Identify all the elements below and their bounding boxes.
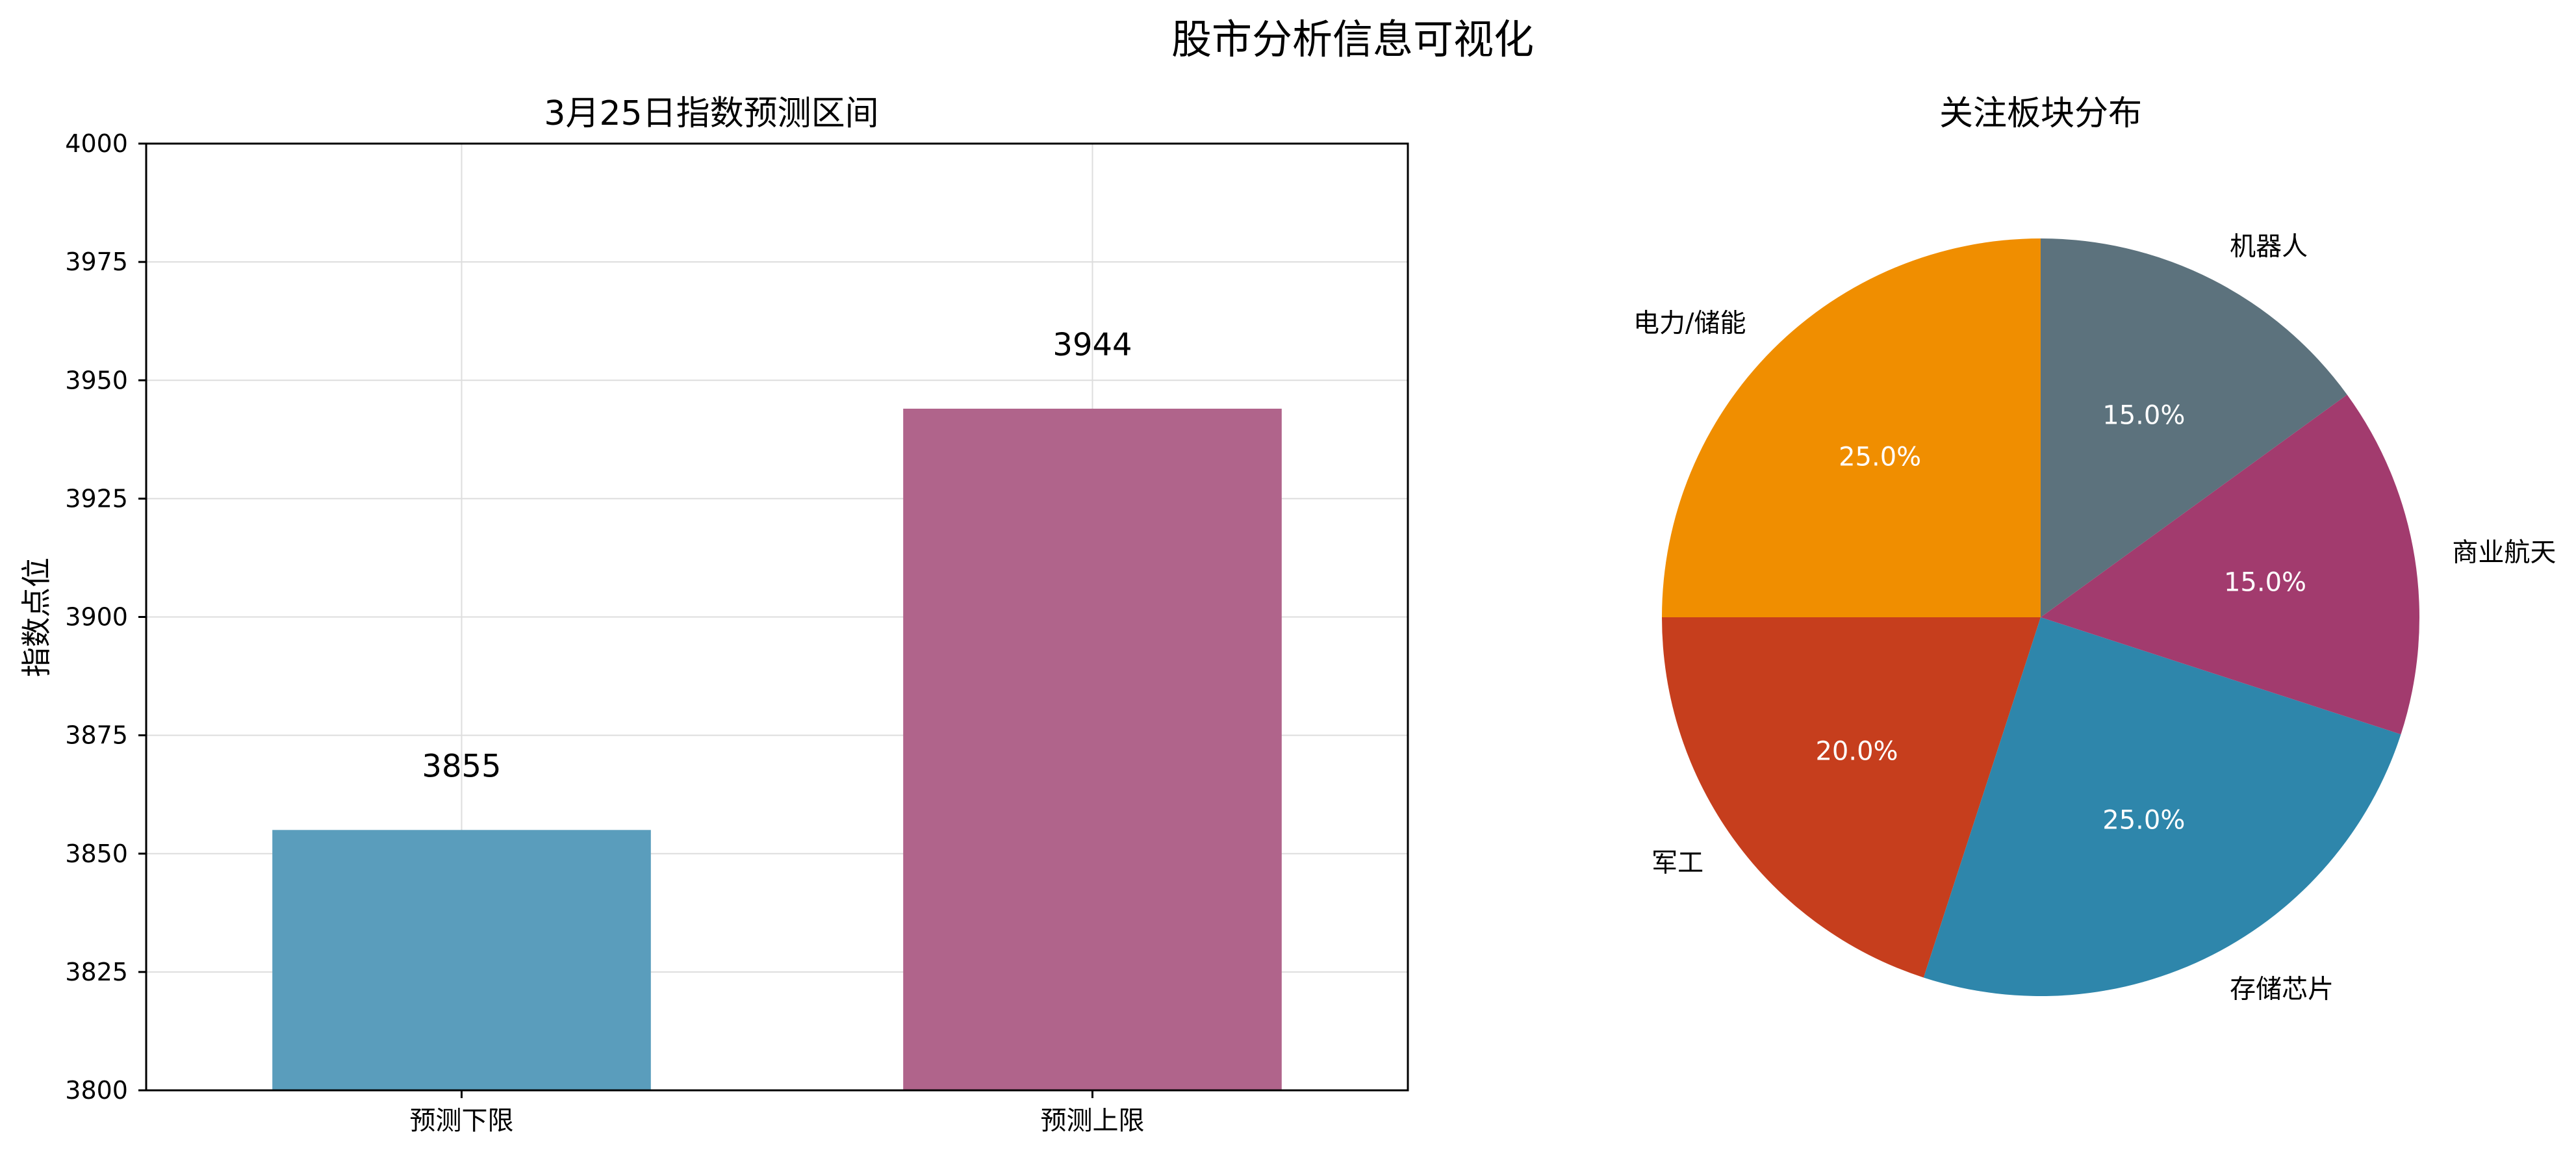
pie-slice [2041,238,2347,617]
y-axis-ticks: 3800 3825 3850 3875 3900 3925 3950 3975 4000 [65,129,146,1105]
y-tick-label: 3875 [65,721,128,750]
y-tick-label: 3925 [65,484,128,513]
pie-category-label: 商业航天 [2452,538,2556,568]
bar-chart-title: 3月25日指数预测区间 [544,94,878,133]
y-tick-label: 3975 [65,248,128,276]
pie-slices [1662,238,2419,996]
x-tick-label: 预测上限 [1041,1106,1145,1136]
plot-frame [145,142,1409,1092]
pie-category-label: 军工 [1651,848,1703,878]
bar [272,830,651,1090]
bar-series [272,408,1282,1091]
y-tick-label: 3825 [65,958,128,986]
pie-percent-label: 15.0% [2102,400,2185,430]
x-axis-ticks: 预测下限 预测上限 [410,1090,1145,1136]
pie-category-label: 电力/储能 [1633,309,1746,339]
pie-slice [1923,617,2401,996]
pie-category-label: 机器人 [2230,232,2308,262]
bar-value-labels: 3855 3944 [422,327,1132,784]
pie-percent-labels: 25.0% 20.0% 25.0% 15.0% 15.0% [1815,400,2306,835]
pie-percent-label: 25.0% [1839,442,1921,472]
pie-slice [1662,238,2041,617]
figure-title: 股市分析信息可视化 [1171,16,1534,63]
bar [903,408,1282,1091]
y-tick-label: 3850 [65,840,128,868]
pie-percent-label: 25.0% [2102,806,2185,836]
pie-chart: 关注板块分布 25.0% 20.0% 25.0% 15.0% 15.0% 电力/储能军工… [1633,94,2556,1004]
y-tick-label: 4000 [65,129,128,158]
y-tick-label: 3950 [65,366,128,394]
bar-chart: 3月25日指数预测区间 3800 3825 3850 3875 3900 3925 3950… [19,94,1409,1136]
y-tick-label: 3800 [65,1076,128,1105]
pie-slice [1662,617,2041,978]
pie-chart-title: 关注板块分布 [1939,94,2142,133]
y-axis-label: 指数点位 [19,558,54,677]
bar-value-label: 3855 [422,748,501,784]
pie-category-label: 存储芯片 [2230,974,2334,1004]
y-tick-label: 3900 [65,603,128,632]
pie-slice [2041,394,2419,735]
x-tick-label: 预测下限 [410,1106,514,1136]
bar-value-label: 3944 [1052,327,1132,363]
pie-percent-label: 15.0% [2224,567,2306,597]
pie-percent-label: 20.0% [1815,737,1898,767]
